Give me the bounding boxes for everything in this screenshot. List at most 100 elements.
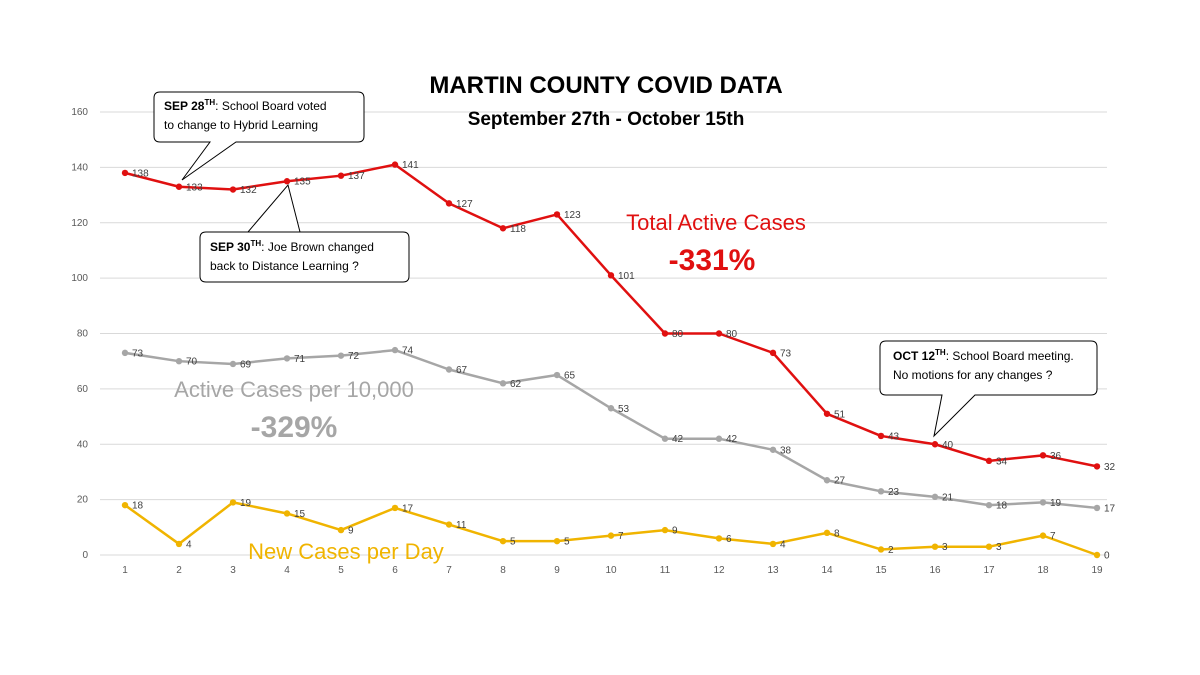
data-point xyxy=(769,349,777,357)
data-label: 3 xyxy=(996,542,1002,553)
data-label: 71 xyxy=(294,354,306,365)
data-label: 4 xyxy=(780,539,786,550)
data-point xyxy=(823,529,831,537)
data-point xyxy=(121,169,129,177)
data-label: 74 xyxy=(402,346,414,357)
data-point xyxy=(661,435,669,442)
data-point xyxy=(121,349,129,357)
data-label: 69 xyxy=(240,359,252,370)
data-label: 9 xyxy=(348,526,354,537)
data-point xyxy=(229,360,237,368)
data-point xyxy=(445,200,453,207)
data-point xyxy=(985,457,993,465)
data-label: 80 xyxy=(672,329,684,340)
x-tick-label: 6 xyxy=(392,565,398,576)
data-label: 118 xyxy=(510,224,526,235)
data-label: 27 xyxy=(834,476,846,487)
data-point xyxy=(1093,504,1101,512)
data-label: 70 xyxy=(186,357,198,368)
data-point xyxy=(823,410,831,417)
data-point xyxy=(337,526,345,534)
callout-box xyxy=(153,91,365,181)
data-point xyxy=(283,178,291,185)
data-label: 32 xyxy=(1104,462,1116,473)
x-tick-label: 1 xyxy=(122,565,128,576)
data-point xyxy=(1039,532,1047,539)
data-point xyxy=(499,225,507,232)
data-label: 5 xyxy=(564,537,570,548)
y-tick-label: 20 xyxy=(77,495,89,506)
data-point xyxy=(175,183,183,190)
x-tick-label: 17 xyxy=(983,565,995,576)
data-label: 23 xyxy=(888,487,900,498)
data-label: 101 xyxy=(618,271,635,282)
data-label: 123 xyxy=(564,210,581,221)
data-point xyxy=(391,346,399,354)
y-tick-label: 0 xyxy=(82,550,88,561)
data-label: 42 xyxy=(672,434,684,445)
data-label: 34 xyxy=(996,456,1008,467)
data-point xyxy=(391,504,399,512)
x-tick-label: 19 xyxy=(1091,565,1103,576)
data-label: 73 xyxy=(780,348,792,359)
data-label: 21 xyxy=(942,492,954,503)
chart-subtitle: September 27th - October 15th xyxy=(468,109,745,130)
x-tick-label: 3 xyxy=(230,565,236,576)
x-tick-label: 10 xyxy=(605,565,617,576)
data-label: 17 xyxy=(1104,503,1116,514)
data-label: 40 xyxy=(942,440,954,451)
data-point xyxy=(607,532,615,539)
data-label: 0 xyxy=(1104,551,1110,562)
callout-sep28: SEP 28TH: School Board voted to change t… xyxy=(153,91,365,181)
new-cases-label: New Cases per Day xyxy=(248,539,444,564)
data-label: 42 xyxy=(726,434,738,445)
per-10000-label: Active Cases per 10,000 xyxy=(174,377,414,402)
data-point xyxy=(1093,463,1101,470)
x-tick-label: 18 xyxy=(1037,565,1049,576)
data-label: 3 xyxy=(942,542,948,553)
data-point xyxy=(931,543,939,550)
data-point xyxy=(931,493,939,501)
data-label: 11 xyxy=(456,520,467,531)
x-tick-label: 9 xyxy=(554,565,560,576)
data-point xyxy=(877,432,885,440)
callout-sep30: SEP 30TH: Joe Brown changed back to Dist… xyxy=(199,183,410,283)
data-point xyxy=(769,540,777,548)
data-label: 19 xyxy=(1050,498,1062,509)
data-point xyxy=(175,357,183,365)
x-tick-label: 14 xyxy=(821,565,833,576)
y-tick-label: 140 xyxy=(71,162,88,173)
callout-line-2: back to Distance Learning ? xyxy=(210,259,359,273)
data-label: 137 xyxy=(348,171,365,182)
data-point xyxy=(283,355,291,362)
callout-box xyxy=(199,183,410,283)
data-label: 141 xyxy=(402,160,419,171)
data-label: 138 xyxy=(132,168,149,179)
callout-line-1: SEP 28TH: School Board voted xyxy=(164,98,327,113)
data-point xyxy=(121,501,129,509)
total-active-label: Total Active Cases xyxy=(626,210,806,235)
data-label: 2 xyxy=(888,545,894,556)
data-label: 17 xyxy=(402,503,414,514)
callout-line-1: OCT 12TH: School Board meeting. xyxy=(893,348,1074,363)
per-10000-change: -329% xyxy=(251,411,338,444)
x-tick-label: 4 xyxy=(284,565,290,576)
data-point xyxy=(229,186,237,193)
x-tick-label: 8 xyxy=(500,565,506,576)
y-tick-label: 160 xyxy=(71,107,88,118)
data-label: 7 xyxy=(1050,531,1056,542)
data-label: 15 xyxy=(294,509,306,520)
x-tick-label: 13 xyxy=(767,565,779,576)
data-point xyxy=(553,371,561,379)
data-label: 73 xyxy=(132,348,144,359)
data-label: 9 xyxy=(672,526,678,537)
data-label: 132 xyxy=(240,185,257,196)
x-tick-label: 7 xyxy=(446,565,452,576)
data-point xyxy=(499,537,507,545)
data-point xyxy=(283,510,291,517)
data-point xyxy=(445,521,453,528)
x-tick-label: 15 xyxy=(875,565,887,576)
